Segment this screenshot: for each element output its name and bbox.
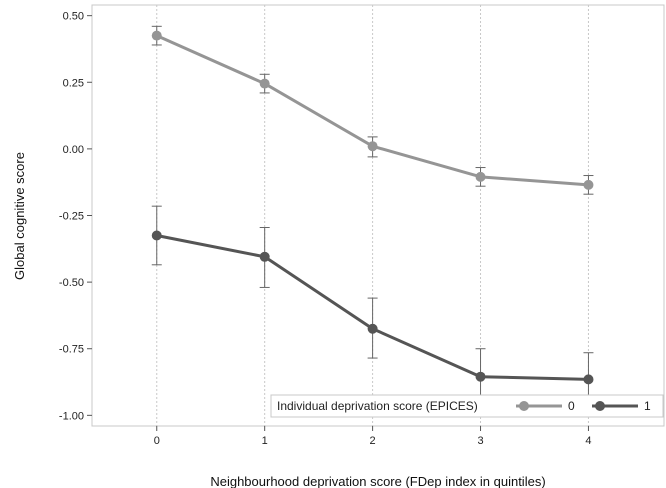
legend-title: Individual deprivation score (EPICES) [277,399,478,413]
data-series [151,25,594,406]
plot-area-frame [91,4,665,427]
axes: 0 1 2 3 4 0.50 0.25 0.00 -0.25 -0.50 -0.75 -1.00 [59,11,592,447]
legend-entry-label: 0 [568,399,575,413]
data-point [367,323,378,334]
x-axis-title: Neighbourhood deprivation score (FDep in… [210,474,545,488]
grid-lines [156,5,589,426]
x-tick-label: 3 [477,435,483,447]
data-point [475,371,486,382]
y-axis-title: Global cognitive score [12,152,27,280]
data-point [367,141,378,152]
data-point [259,251,270,262]
x-tick-label: 1 [262,435,268,447]
data-point [475,171,486,182]
y-tick-label: 0.00 [63,144,84,156]
y-tick-label: -0.50 [59,277,84,289]
legend-box [270,394,664,418]
x-tick-label: 4 [585,435,591,447]
legend-swatch-marker [595,401,605,411]
data-point [259,78,270,89]
legend-swatch-marker [519,401,529,411]
legend: Individual deprivation score (EPICES) 0 1 [270,394,664,418]
y-tick-label: -1.00 [59,410,84,422]
y-tick-label: -0.25 [59,211,84,223]
y-tick-label: 0.50 [63,11,84,23]
y-tick-label: -0.75 [59,344,84,356]
series-0 [151,25,594,195]
x-tick-label: 2 [370,435,376,447]
legend-entry-label: 1 [644,399,651,413]
data-point [583,374,594,385]
data-point [151,230,162,241]
data-point [583,179,594,190]
data-point [151,30,162,41]
x-tick-label: 0 [154,435,160,447]
y-tick-label: 0.25 [63,77,84,89]
series-1 [151,205,594,406]
